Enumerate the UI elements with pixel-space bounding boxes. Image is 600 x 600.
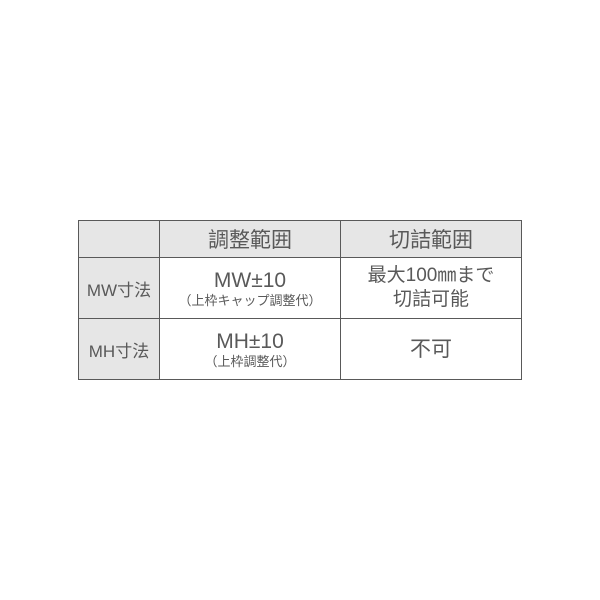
cell-sub-text: （上枠キャップ調整代） <box>160 294 340 307</box>
cell-mh-range: MH±10 （上枠調整代） <box>160 319 341 380</box>
row-head-mw: MW寸法 <box>79 258 160 319</box>
corner-cell <box>79 221 160 258</box>
cell-main-text: MW±10 <box>160 270 340 291</box>
cell-mw-range: MW±10 （上枠キャップ調整代） <box>160 258 341 319</box>
page-container: 調整範囲 切詰範囲 MW寸法 MW±10 （上枠キャップ調整代） 最大100㎜ま… <box>0 0 600 600</box>
row-head-mh: MH寸法 <box>79 319 160 380</box>
cell-line1: 最大100㎜まで <box>341 264 521 288</box>
cell-text: 不可 <box>410 338 452 361</box>
cell-mh-cut: 不可 <box>341 319 522 380</box>
table-row: MW寸法 MW±10 （上枠キャップ調整代） 最大100㎜まで 切詰可能 <box>79 258 522 319</box>
cell-line2: 切詰可能 <box>341 288 521 312</box>
header-row: 調整範囲 切詰範囲 <box>79 221 522 258</box>
cell-mw-cut: 最大100㎜まで 切詰可能 <box>341 258 522 319</box>
cell-sub-text: （上枠調整代） <box>160 355 340 368</box>
spec-table: 調整範囲 切詰範囲 MW寸法 MW±10 （上枠キャップ調整代） 最大100㎜ま… <box>78 220 522 380</box>
col-head-range: 調整範囲 <box>160 221 341 258</box>
col-head-cut: 切詰範囲 <box>341 221 522 258</box>
cell-main-text: MH±10 <box>160 331 340 352</box>
table-row: MH寸法 MH±10 （上枠調整代） 不可 <box>79 319 522 380</box>
